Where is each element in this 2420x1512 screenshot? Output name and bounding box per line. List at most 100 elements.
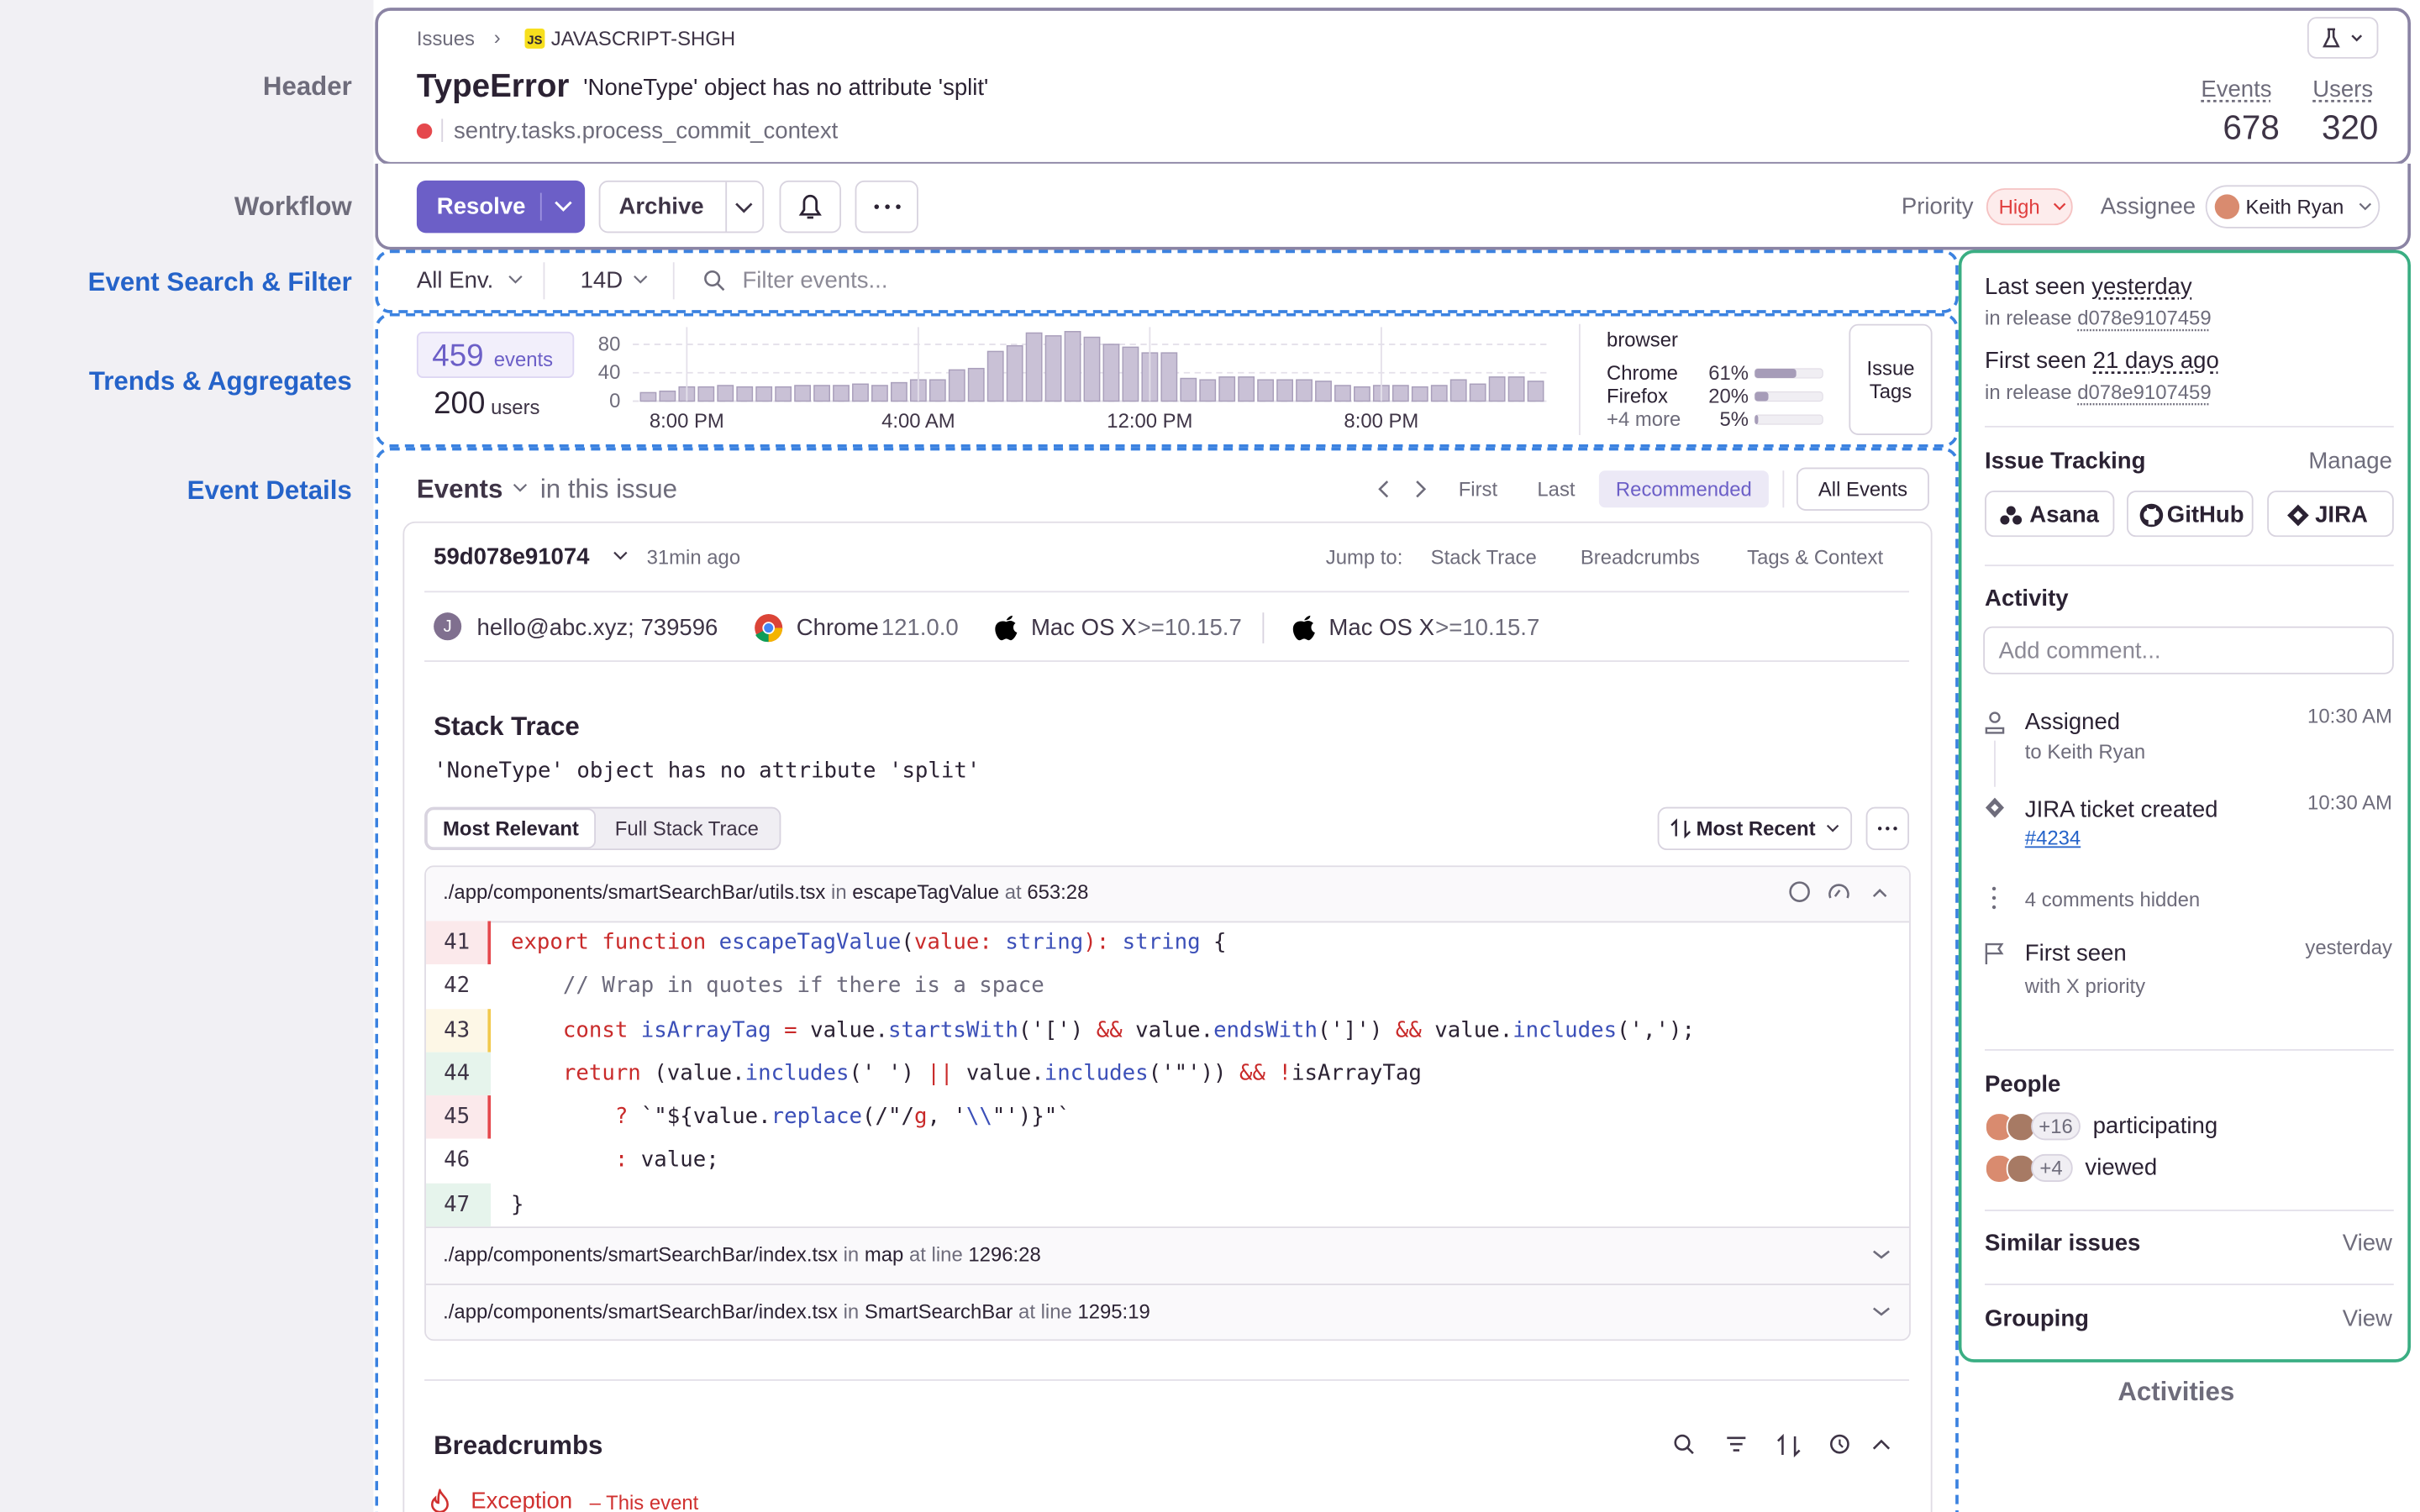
section-label: Event Details: [187, 475, 352, 506]
frame-in: in: [843, 1242, 860, 1267]
header-menu[interactable]: [2307, 17, 2379, 59]
release-row: in release d078e9107459: [1985, 382, 2212, 402]
divider: [539, 192, 542, 221]
events-count-box[interactable]: [416, 331, 575, 379]
section-title: Stack Trace: [434, 711, 580, 742]
icon: [513, 483, 528, 492]
view-link[interactable]: View: [2342, 1230, 2392, 1257]
activity-link[interactable]: #4234: [2024, 826, 2081, 850]
frame-in: in: [831, 879, 847, 904]
tag-title: browser: [1607, 328, 1678, 351]
code-token: (' '): [849, 1061, 928, 1086]
section-label: Trends & Aggregates: [88, 366, 352, 396]
environment-filter[interactable]: All Env.: [416, 267, 494, 294]
issue-tags-button[interactable]: [1849, 323, 1933, 435]
divider: [1578, 323, 1581, 435]
view-option[interactable]: Full Stack Trace: [614, 816, 759, 841]
bar: [659, 390, 676, 402]
comment-input[interactable]: [1983, 626, 2394, 675]
code-token: return: [562, 1061, 641, 1086]
tag-percent: 5%: [1720, 408, 1749, 431]
tag-percent: 61%: [1708, 362, 1749, 385]
view-option[interactable]: Most Relevant: [443, 816, 579, 841]
frame-actions[interactable]: [1787, 879, 1896, 904]
view-option-active[interactable]: [425, 808, 596, 849]
code-token: value.: [953, 1061, 1044, 1086]
bar: [1238, 376, 1255, 402]
apple-icon: [995, 615, 1018, 641]
frame-in: in: [843, 1299, 860, 1324]
icon: [1826, 824, 1839, 832]
jump-link[interactable]: Tags & Context: [1747, 545, 1884, 569]
search-input[interactable]: Filter events...: [742, 267, 888, 294]
project[interactable]: JAVASCRIPT-SHGH: [550, 27, 736, 50]
resolve-button[interactable]: Resolve: [416, 180, 586, 234]
bar: [1218, 376, 1236, 402]
icon: [735, 202, 753, 213]
frame-location: 1296:28: [968, 1242, 1041, 1267]
code-text: return (value.includes(' ') || value.inc…: [511, 1052, 1422, 1095]
viewer-extra: +4: [2039, 1156, 2063, 1180]
release[interactable]: d078e9107459: [2077, 306, 2212, 330]
priority-pill[interactable]: High: [1986, 188, 2073, 226]
os-version: >=10.15.7: [1435, 614, 1540, 642]
priority: High: [1998, 195, 2040, 218]
avatar: [2214, 194, 2240, 219]
hidden-comments[interactable]: 4 comments hidden: [2024, 888, 2201, 911]
nav-link[interactable]: First: [1458, 477, 1498, 501]
jump-link[interactable]: Stack Trace: [1430, 545, 1537, 569]
icon: [634, 275, 648, 284]
frame-title: ./app/components/smartSearchBar/utils.ts…: [443, 882, 1088, 902]
code-token: isArrayTag: [640, 1017, 771, 1042]
events-title[interactable]: Events: [416, 474, 503, 504]
code-token: value:: [913, 930, 1006, 955]
breadcrumb-actions[interactable]: [1671, 1431, 1895, 1459]
pager[interactable]: [1374, 477, 1435, 501]
code-token: (/"/: [862, 1105, 914, 1130]
code-token: includes: [1044, 1061, 1149, 1086]
frame-expanders[interactable]: [1870, 1247, 1892, 1324]
code-token: , ': [927, 1105, 966, 1130]
activity-time: yesterday: [2305, 935, 2392, 959]
archive-button[interactable]: Archive: [598, 180, 765, 234]
code-token: :: [614, 1148, 641, 1173]
all-events-button[interactable]: [1796, 467, 1929, 511]
nav-link[interactable]: Last: [1537, 477, 1576, 501]
integration-button[interactable]: Asana: [1985, 491, 2115, 538]
code-token: value.: [1122, 1017, 1214, 1042]
period-filter[interactable]: 14D: [580, 267, 623, 294]
release[interactable]: d078e9107459: [2077, 380, 2212, 404]
bar: [986, 350, 1004, 402]
code-token: =: [771, 1017, 811, 1042]
frame-location: 653:28: [1027, 879, 1089, 904]
bar: [1083, 336, 1101, 402]
integration-button[interactable]: JIRA: [2267, 491, 2394, 538]
button-label: Most Recent: [1696, 816, 1816, 841]
frame-header: [425, 867, 1910, 923]
manage-link[interactable]: Manage: [2308, 448, 2392, 475]
view-link[interactable]: View: [2342, 1305, 2392, 1333]
code-token: {: [1200, 930, 1227, 955]
y-tick-label: 40: [598, 361, 621, 384]
code-token: value.: [810, 1017, 888, 1042]
breadcrumb[interactable]: Issues: [416, 27, 475, 50]
sort-button[interactable]: [1657, 806, 1853, 851]
icon: [2359, 202, 2372, 211]
code-text: }: [511, 1183, 523, 1226]
code-token: startsWith: [887, 1017, 1018, 1042]
icon: [704, 270, 725, 291]
code-token: ||: [927, 1061, 954, 1086]
events-count: 459: [432, 339, 484, 374]
jump-link[interactable]: Breadcrumbs: [1580, 545, 1700, 569]
code-token: (: [901, 930, 914, 955]
more-button[interactable]: [1865, 806, 1910, 851]
nav-link[interactable]: Recommended: [1615, 477, 1752, 501]
integration-button[interactable]: GitHub: [2127, 491, 2254, 538]
event-id[interactable]: 59d078e91074: [434, 543, 590, 570]
code-token: value.: [1421, 1017, 1513, 1042]
more-button[interactable]: [855, 180, 918, 234]
subscribe-button[interactable]: [779, 180, 842, 234]
code-line: 47}: [425, 1183, 1909, 1227]
section-label: Header: [262, 71, 352, 102]
assignee-pill[interactable]: Keith Ryan: [2205, 185, 2381, 228]
